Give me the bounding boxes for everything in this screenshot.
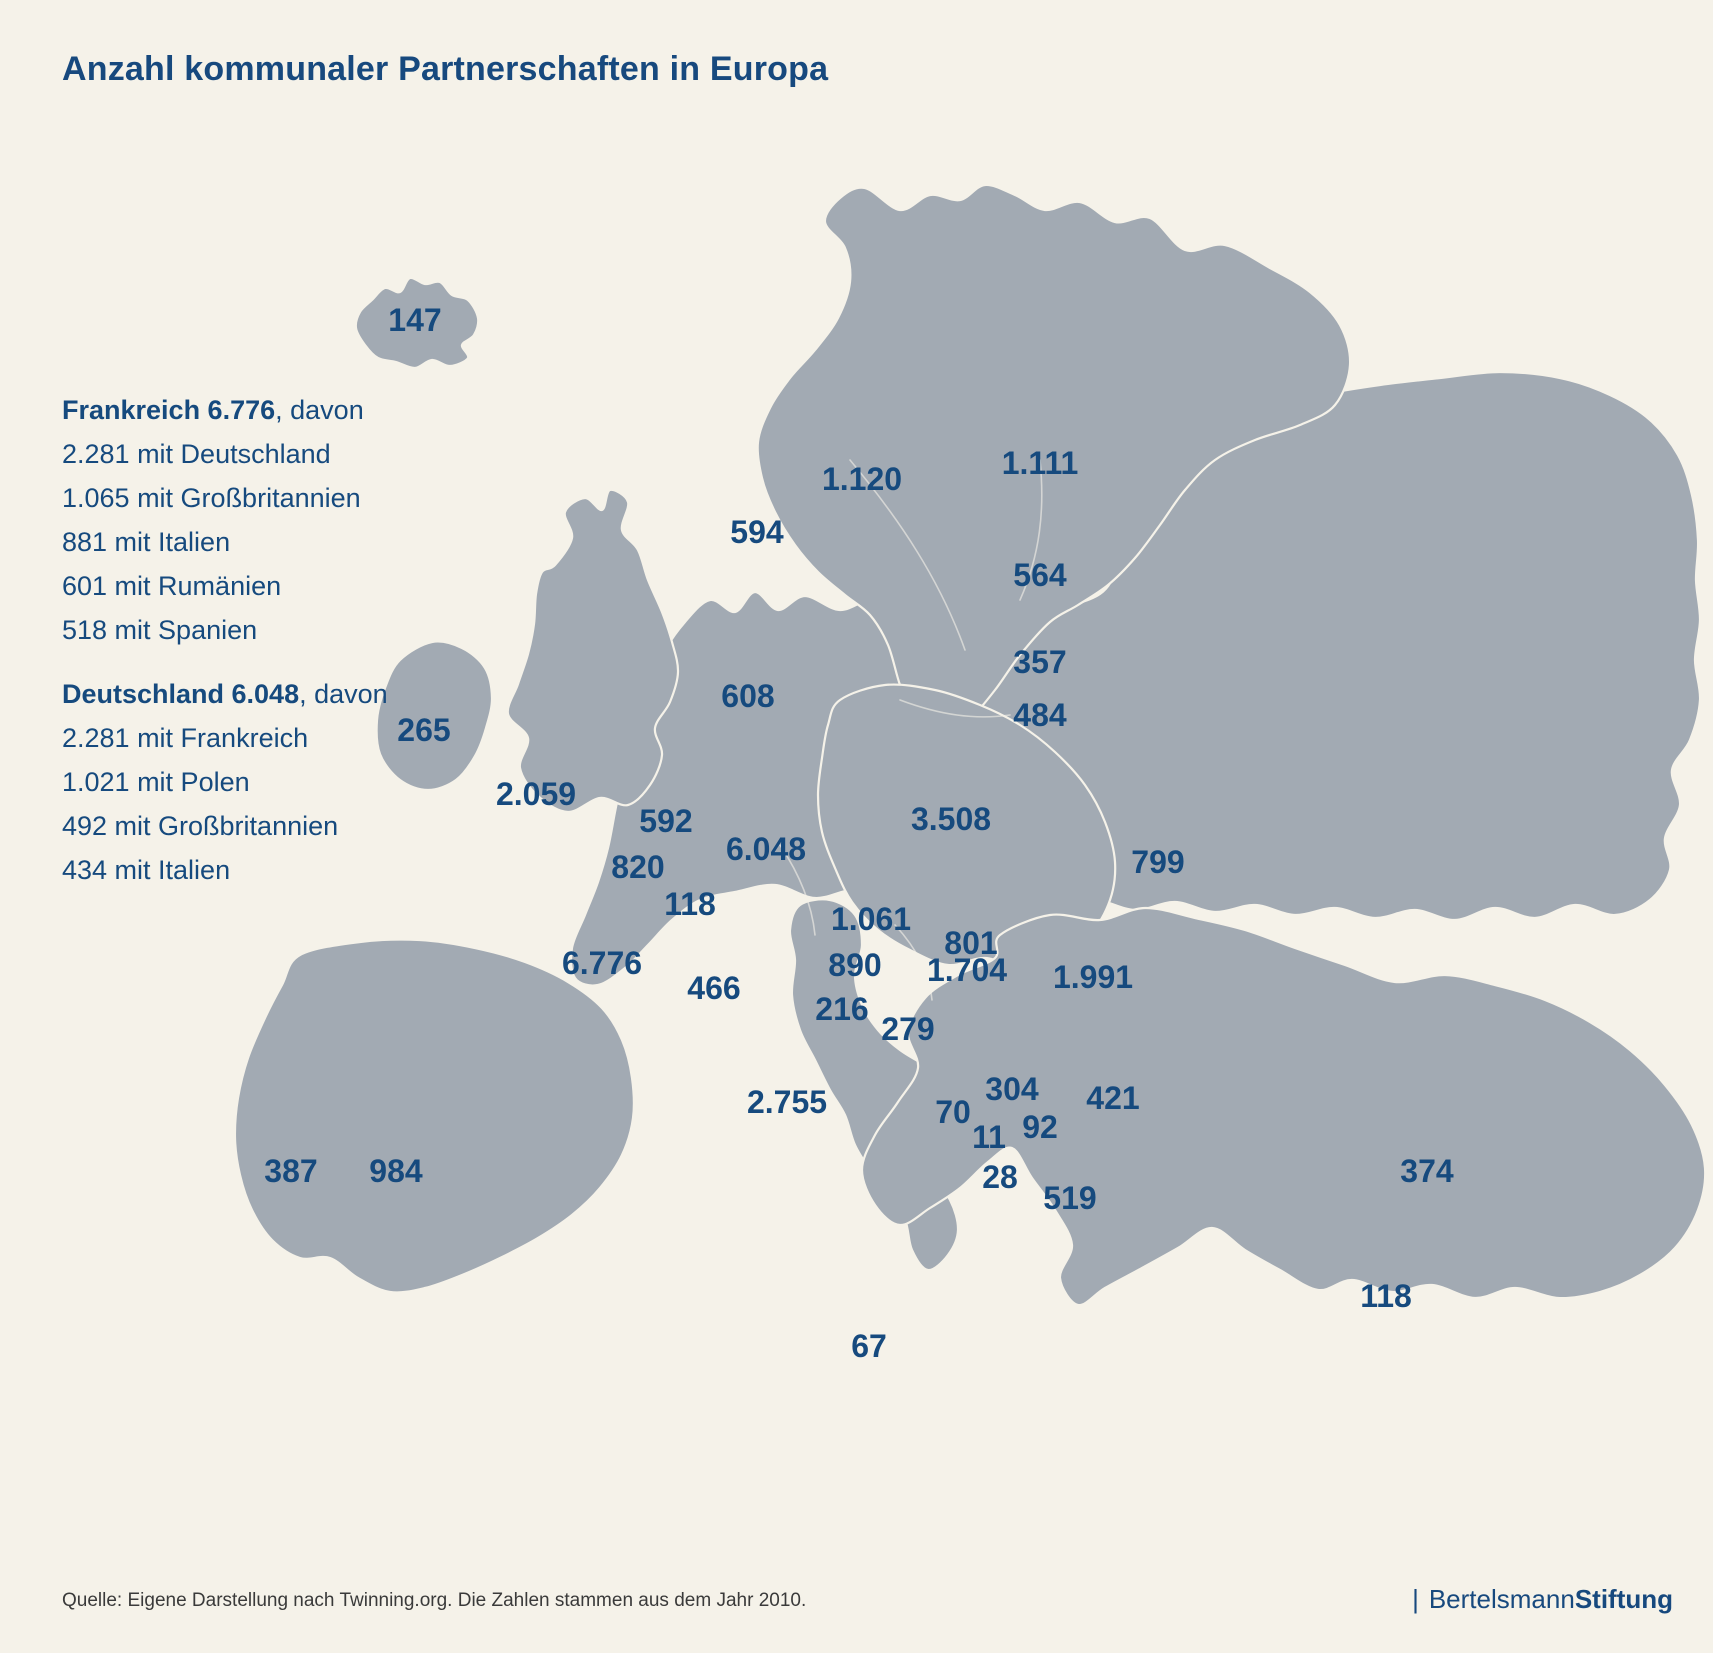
svg-text:564: 564: [1013, 557, 1067, 593]
svg-text:216: 216: [815, 991, 868, 1027]
svg-text:484: 484: [1013, 697, 1067, 733]
svg-text:374: 374: [1400, 1153, 1454, 1189]
svg-text:118: 118: [1360, 1278, 1412, 1314]
svg-text:594: 594: [730, 514, 784, 550]
svg-text:608: 608: [721, 678, 774, 714]
svg-text:466: 466: [687, 970, 740, 1006]
svg-text:820: 820: [611, 849, 664, 885]
svg-text:279: 279: [881, 1011, 934, 1047]
svg-text:1.704: 1.704: [927, 952, 1007, 988]
svg-text:1.061: 1.061: [831, 901, 911, 937]
svg-text:11: 11: [972, 1119, 1006, 1155]
svg-text:984: 984: [369, 1153, 423, 1189]
svg-text:890: 890: [828, 947, 881, 983]
svg-text:2.755: 2.755: [747, 1084, 827, 1120]
svg-text:519: 519: [1043, 1180, 1096, 1216]
svg-text:304: 304: [985, 1071, 1039, 1107]
svg-text:67: 67: [851, 1328, 887, 1364]
svg-text:70: 70: [935, 1094, 971, 1130]
svg-text:92: 92: [1022, 1109, 1058, 1145]
svg-text:1.991: 1.991: [1053, 959, 1133, 995]
svg-text:1.111: 1.111: [1002, 445, 1079, 481]
svg-text:6.776: 6.776: [562, 945, 642, 981]
svg-text:421: 421: [1086, 1080, 1139, 1116]
svg-text:1.120: 1.120: [822, 461, 902, 497]
svg-text:118: 118: [664, 886, 716, 922]
svg-text:387: 387: [264, 1153, 317, 1189]
svg-text:147: 147: [388, 302, 441, 338]
svg-text:28: 28: [982, 1159, 1018, 1195]
svg-text:3.508: 3.508: [911, 801, 991, 837]
svg-text:2.059: 2.059: [496, 776, 576, 812]
svg-text:6.048: 6.048: [726, 831, 806, 867]
svg-text:799: 799: [1131, 844, 1184, 880]
svg-text:592: 592: [639, 803, 692, 839]
svg-text:357: 357: [1013, 644, 1066, 680]
